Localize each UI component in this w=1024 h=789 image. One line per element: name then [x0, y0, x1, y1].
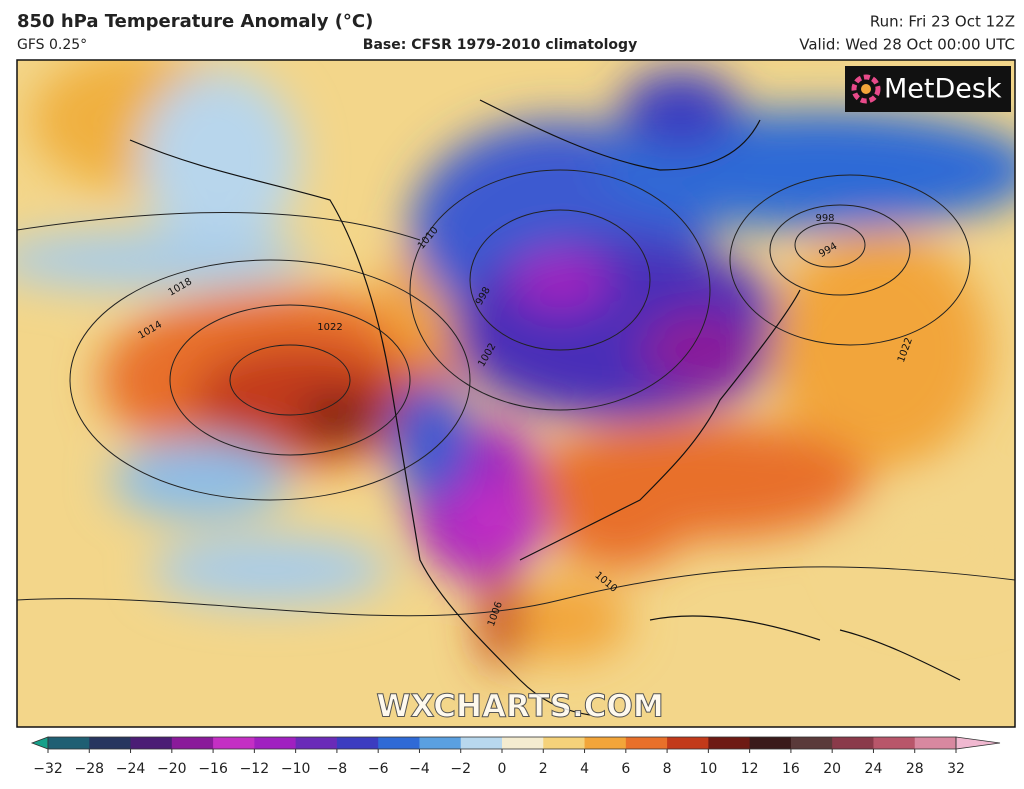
colorbar-tick-label: −20 — [157, 761, 187, 777]
colorbar-segment — [419, 737, 462, 749]
isobars — [17, 169, 1015, 617]
model: GFS 0.25° — [17, 37, 87, 53]
coastlines — [129, 99, 961, 716]
colorbar-segment — [667, 737, 709, 749]
colorbar-segment — [460, 737, 503, 749]
colorbar-tick-label: 6 — [621, 761, 630, 777]
colorbar-segment — [295, 737, 338, 749]
colorbar-segment — [790, 737, 833, 749]
colorbar-tick-label: −12 — [240, 761, 270, 777]
colorbar: −32 −28 −24 −20 −16 −12 −10 −8 −6 −4 −2 0 2 4 6 8 10 12 16… — [30, 736, 1001, 777]
colorbar-tick-label: −6 — [368, 761, 389, 777]
colorbar-segment — [130, 737, 173, 749]
colorbar-segment — [502, 737, 544, 749]
colorbar-segment — [543, 737, 586, 749]
logo-icon — [851, 74, 881, 104]
colorbar-tick-label: 8 — [663, 761, 672, 777]
colorbar-segment — [89, 737, 132, 749]
colorbar-tick-label: 16 — [782, 761, 800, 777]
logo: MetDesk — [884, 74, 1002, 105]
colorbar-segment — [213, 737, 255, 749]
colorbar-tick-label: 10 — [699, 761, 717, 777]
colorbar-segment — [914, 737, 957, 749]
watermark: WXCHARTS.COM — [376, 689, 663, 725]
colorbar-tick-label: 2 — [539, 761, 548, 777]
valid: Valid: Wed 28 Oct 00:00 UTC — [799, 36, 1015, 54]
colorbar-tick-label: −16 — [198, 761, 228, 777]
colorbar-tick-label: 28 — [906, 761, 924, 777]
colorbar-tick-label: −8 — [327, 761, 348, 777]
colorbar-tick-label: 24 — [865, 761, 883, 777]
colorbar-tick-label: 0 — [498, 761, 507, 777]
colorbar-tick-label: 32 — [947, 761, 965, 777]
map-frame — [16, 59, 1016, 728]
colorbar-tick-label: 4 — [580, 761, 589, 777]
colorbar-tick-label: −24 — [116, 761, 146, 777]
colorbar-segment — [873, 737, 916, 749]
colorbar-tick-label: 12 — [741, 761, 759, 777]
anomaly-field — [17, 60, 1015, 670]
colorbar-tick-label: 20 — [823, 761, 841, 777]
colorbar-segment — [336, 737, 379, 749]
colorbar-segment — [378, 737, 420, 749]
title: 850 hPa Temperature Anomaly (°C) — [17, 11, 373, 32]
colorbar-segment — [171, 737, 214, 749]
isobar-label: 1022 — [317, 322, 342, 333]
isobar-label: 998 — [815, 213, 834, 224]
colorbar-arrow — [30, 736, 49, 750]
colorbar-tick-label: −4 — [409, 761, 430, 777]
colorbar-segment — [749, 737, 792, 749]
colorbar-segment — [48, 737, 90, 749]
colorbar-segment — [584, 737, 627, 749]
colorbar-segment — [832, 737, 874, 749]
colorbar-tick-label: −32 — [33, 761, 63, 777]
colorbar-tick-label: −10 — [281, 761, 311, 777]
colorbar-segment — [625, 737, 668, 749]
base: Base: CFSR 1979-2010 climatology — [363, 37, 637, 53]
run: Run: Fri 23 Oct 12Z — [870, 13, 1015, 31]
colorbar-tick-label: −2 — [450, 761, 471, 777]
colorbar-tick-label: −28 — [74, 761, 104, 777]
logo-box — [845, 66, 1011, 112]
colorbar-segment — [254, 737, 297, 749]
colorbar-arrow — [955, 736, 1001, 750]
colorbar-segment — [708, 737, 751, 749]
